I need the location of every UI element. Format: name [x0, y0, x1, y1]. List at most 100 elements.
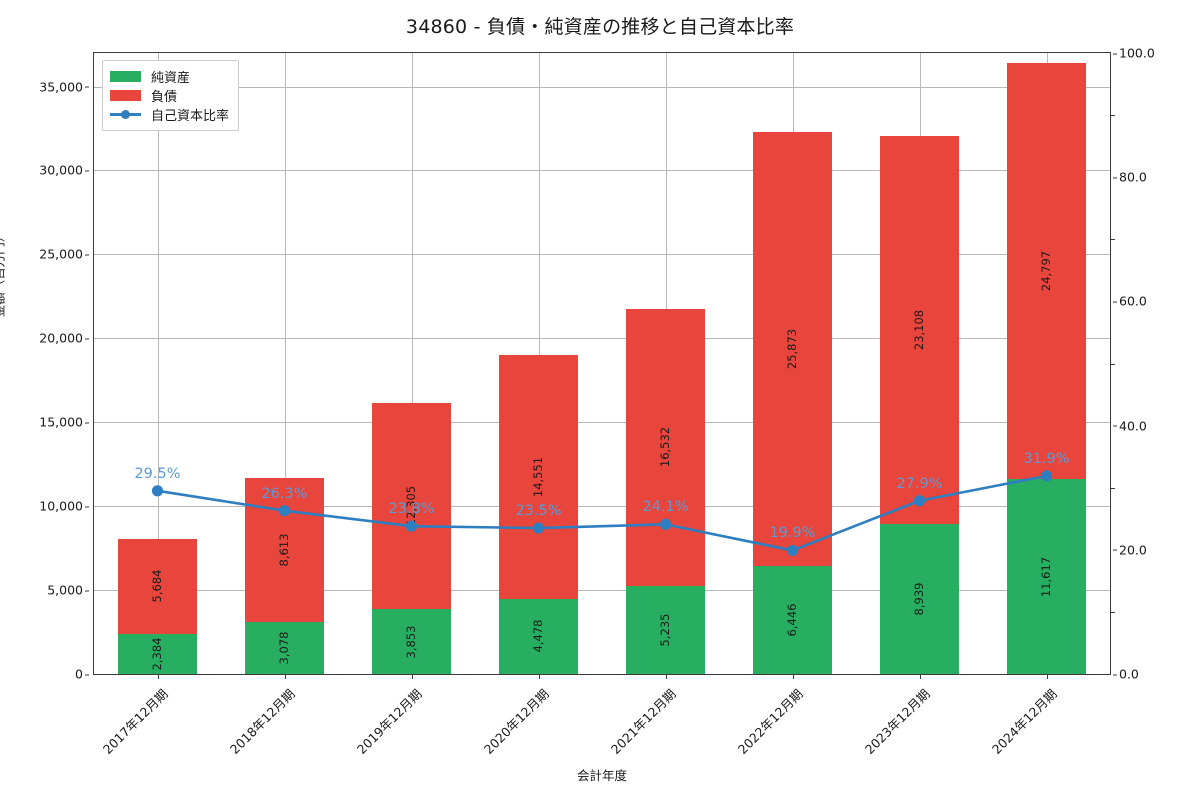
bar-segment-liabilities[interactable]: 12,305 — [372, 402, 451, 610]
x-axis-tick-label: 2017年12月期 — [99, 686, 171, 757]
bar-group[interactable]: 3,078 8,613 — [245, 53, 324, 674]
x-axis-tick-mark — [1046, 675, 1048, 679]
bar-segment-liabilities[interactable]: 5,684 — [118, 538, 197, 634]
y-axis-right-tick-label: 80.0 — [1113, 170, 1147, 185]
y-axis-right-tick-mark — [1113, 674, 1117, 675]
gridline-horizontal — [94, 506, 1110, 508]
y-axis-left-tick-label: 15,000 — [39, 415, 89, 430]
x-axis-tick-mark — [792, 675, 794, 679]
bar-segment-equity[interactable]: 2,384 — [118, 634, 197, 674]
y-axis-left-tick-mark — [85, 254, 89, 256]
x-axis-tick-label: 2023年12月期 — [861, 686, 933, 757]
y-axis-left-tick-label: 30,000 — [39, 163, 89, 178]
bar-segment-liabilities[interactable]: 23,108 — [880, 136, 959, 524]
bar-segment-liabilities[interactable]: 25,873 — [753, 131, 832, 566]
bar-group[interactable]: 11,617 24,797 — [1007, 53, 1086, 674]
bar-group[interactable]: 8,939 23,108 — [880, 53, 959, 674]
ratio-data-point[interactable] — [786, 544, 799, 557]
bar-group[interactable]: 3,853 12,305 — [372, 53, 451, 674]
ratio-data-point[interactable] — [659, 518, 672, 530]
legend-item-equity[interactable]: 純資産 — [110, 67, 229, 86]
bar-segment-equity[interactable]: 11,617 — [1007, 479, 1086, 674]
ratio-data-point[interactable] — [913, 495, 926, 507]
y-axis-right-tick-mark — [1113, 425, 1117, 427]
legend-label-equity-ratio: 自己資本比率 — [151, 109, 230, 124]
bar-segment-liabilities[interactable]: 8,613 — [245, 477, 324, 623]
y-axis-left-tick-label: 25,000 — [39, 247, 89, 262]
gridline-horizontal — [94, 338, 1110, 340]
x-axis-tick-label: 2019年12月期 — [353, 686, 425, 757]
bar-segment-equity[interactable]: 8,939 — [880, 523, 959, 674]
ratio-data-point[interactable] — [405, 520, 418, 532]
y-axis-right-minor-tick — [1111, 611, 1115, 613]
y-axis-right-tick-label: 100.0 — [1113, 46, 1155, 61]
bar-group[interactable]: 4,478 14,551 — [499, 53, 578, 674]
y-axis-right-minor-tick — [1111, 239, 1115, 241]
bar-group[interactable]: 2,384 5,684 — [118, 53, 197, 674]
x-axis-tick-mark — [411, 675, 413, 679]
chart-title: 34860 - 負債・純資産の推移と自己資本比率 — [405, 16, 795, 38]
x-axis-tick-label: 2022年12月期 — [734, 686, 806, 757]
ratio-data-point[interactable] — [278, 505, 291, 517]
bar-segment-liabilities[interactable]: 24,797 — [1007, 62, 1086, 480]
legend-swatch-equity-icon — [110, 71, 141, 82]
y-axis-left-tick-mark — [85, 170, 89, 172]
bar-segment-liabilities[interactable]: 16,532 — [626, 308, 705, 587]
y-axis-right-minor-tick — [1111, 487, 1115, 489]
x-axis-tick-label: 2018年12月期 — [226, 686, 298, 757]
legend-label-equity: 純資産 — [151, 71, 191, 86]
x-axis-tick-mark — [157, 675, 159, 679]
y-axis-left-tick-mark — [85, 86, 89, 88]
x-axis-tick-mark — [284, 675, 286, 679]
y-axis-left-tick-mark — [85, 590, 89, 592]
y-axis-right-minor-tick — [1111, 363, 1115, 365]
y-axis-left-tick-mark — [85, 422, 89, 424]
y-axis-left-tick-mark — [85, 506, 89, 508]
gridline-horizontal — [94, 170, 1110, 172]
x-axis-tick-mark — [538, 675, 540, 679]
bar-segment-equity[interactable]: 4,478 — [499, 598, 578, 674]
gridline-vertical — [157, 53, 159, 674]
ratio-data-point[interactable] — [1040, 470, 1053, 482]
legend-label-liabilities: 負債 — [151, 90, 178, 105]
y-axis-left-tick-label: 5,000 — [47, 583, 89, 598]
gridline-horizontal — [94, 590, 1110, 592]
y-axis-right-tick-label: 60.0 — [1113, 294, 1147, 309]
ratio-line-path — [156, 474, 1048, 552]
ratio-line-series — [151, 470, 1053, 557]
ratio-data-point[interactable] — [151, 485, 164, 497]
y-axis-right-tick-label: 40.0 — [1113, 418, 1147, 433]
ratio-data-point[interactable] — [532, 522, 545, 534]
y-axis-left-tick-mark — [85, 338, 89, 340]
y-axis-left-label: 金額（百万円） — [0, 229, 7, 318]
x-axis-tick-mark — [665, 675, 667, 679]
gridline-horizontal — [94, 254, 1110, 256]
bar-segment-equity[interactable]: 3,853 — [372, 609, 451, 674]
legend-swatch-liabilities-icon — [110, 90, 141, 101]
bar-group[interactable]: 6,446 25,873 — [753, 53, 832, 674]
legend-item-liabilities[interactable]: 負債 — [110, 86, 229, 105]
y-axis-right-tick-mark — [1113, 549, 1117, 551]
bar-group[interactable]: 5,235 16,532 — [626, 53, 705, 674]
y-axis-left-tick-label: 35,000 — [39, 79, 89, 94]
y-axis-right-tick-label: 20.0 — [1113, 542, 1147, 557]
gridline-horizontal — [94, 86, 1110, 88]
bar-segment-equity[interactable]: 6,446 — [753, 565, 832, 674]
legend-item-equity-ratio[interactable]: 自己資本比率 — [110, 105, 229, 124]
y-axis-left-tick-label: 20,000 — [39, 331, 89, 346]
y-axis-right-tick-mark — [1113, 53, 1117, 54]
bar-segment-liabilities[interactable]: 14,551 — [499, 354, 578, 599]
x-axis-tick-label: 2024年12月期 — [988, 686, 1060, 757]
x-axis-tick-label: 2020年12月期 — [480, 686, 552, 757]
y-axis-right-minor-tick — [1111, 115, 1115, 117]
x-axis-tick-label: 2021年12月期 — [607, 686, 679, 757]
y-axis-left-tick-label: 10,000 — [39, 499, 89, 514]
bar-segment-equity[interactable]: 3,078 — [245, 622, 324, 674]
x-axis-label: 会計年度 — [576, 768, 627, 783]
y-axis-right-tick-mark — [1113, 301, 1117, 303]
gridline-horizontal — [94, 422, 1110, 424]
bar-segment-equity[interactable]: 5,235 — [626, 586, 705, 674]
y-axis-left-tick-label: 0 — [75, 667, 89, 682]
y-axis-right-tick-label: 0.0 — [1113, 667, 1139, 682]
